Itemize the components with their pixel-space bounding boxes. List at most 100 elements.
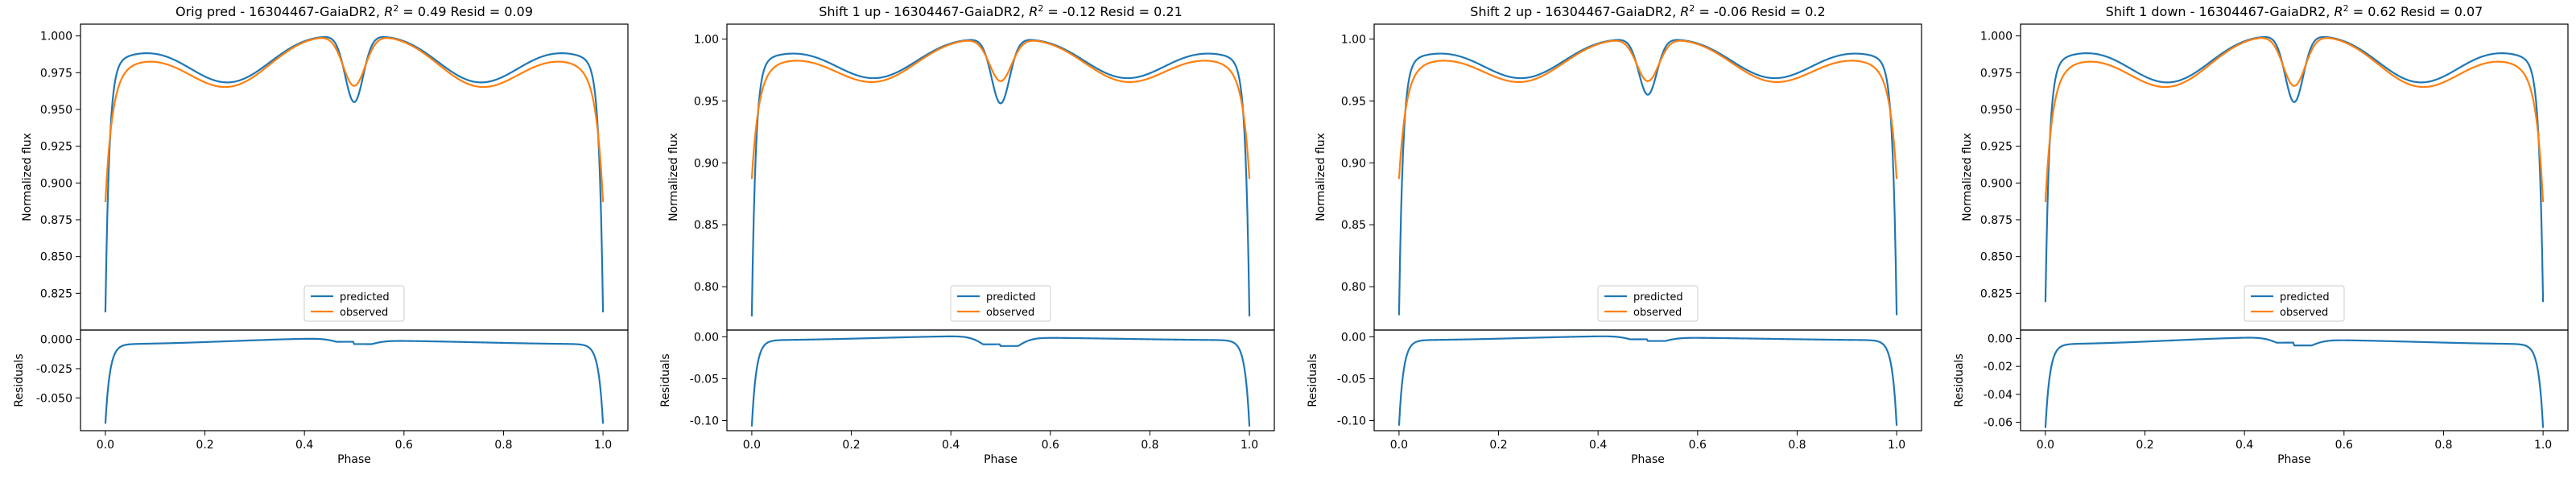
chart-panel-3: Shift 1 down - 16304467-GaiaDR2, R2 = 0.…	[1953, 3, 2569, 466]
title-r2-value: = -0.06 Resid = 0.2	[1695, 4, 1825, 19]
top-ytick-label: 0.850	[40, 251, 72, 264]
legend-label-observed: observed	[340, 307, 388, 319]
bottom-axes-frame	[1373, 329, 1922, 431]
bottom-ytick-label: -0.025	[36, 363, 72, 376]
xtick-label: 0.2	[842, 439, 860, 452]
xtick-label: 0.8	[494, 439, 512, 452]
legend-label-observed: observed	[986, 307, 1034, 319]
bottom-ylabel: Residuals	[13, 353, 26, 407]
xtick-label: 0.0	[97, 439, 114, 452]
xlabel: Phase	[1631, 453, 1665, 466]
bottom-ylabel: Residuals	[1953, 353, 1966, 407]
xtick-label: 1.0	[1241, 439, 1258, 452]
xtick-label: 1.0	[2534, 439, 2552, 452]
observed-line	[2044, 37, 2545, 203]
predicted-line	[1397, 39, 1898, 316]
xtick-label: 0.0	[1390, 439, 1408, 452]
bottom-ylabel: Residuals	[659, 353, 672, 407]
residual-line	[750, 335, 1251, 427]
top-ytick-label: 1.00	[1341, 33, 1366, 46]
chart-title: Shift 2 up - 16304467-GaiaDR2, R2 = -0.0…	[1470, 3, 1825, 19]
title-prefix: Shift 1 down - 16304467-GaiaDR2,	[2106, 4, 2334, 19]
bottom-ytick-label: -0.050	[36, 392, 72, 405]
top-ylabel: Normalized flux	[21, 133, 34, 221]
xtick-label: 1.0	[594, 439, 612, 452]
xtick-label: 0.6	[2335, 439, 2353, 452]
bottom-ytick-label: 0.00	[1341, 331, 1366, 344]
top-ytick-label: 0.95	[694, 95, 719, 108]
title-r2-symbol: R	[384, 4, 393, 19]
title-r2-value: = 0.62 Resid = 0.07	[2349, 4, 2483, 19]
xlabel: Phase	[337, 453, 371, 466]
top-ytick-label: 0.90	[694, 157, 719, 170]
chart-panel-0: Orig pred - 16304467-GaiaDR2, R2 = 0.49 …	[13, 3, 629, 466]
bottom-ytick-label: -0.10	[1337, 415, 1366, 428]
top-ytick-label: 0.925	[40, 141, 72, 154]
bottom-axes-frame	[2020, 329, 2569, 431]
top-ylabel: Normalized flux	[1315, 133, 1327, 221]
xtick-label: 0.4	[2235, 439, 2253, 452]
top-ytick-label: 0.900	[1980, 177, 2013, 190]
xtick-label: 0.2	[2136, 439, 2153, 452]
xtick-label: 0.6	[1042, 439, 1059, 452]
bottom-ytick-label: -0.04	[1984, 389, 2013, 402]
top-ytick-label: 0.975	[40, 67, 72, 80]
chart-panel-1: Shift 1 up - 16304467-GaiaDR2, R2 = -0.1…	[659, 3, 1275, 466]
title-r2-symbol: R	[2334, 4, 2343, 19]
title-r2-symbol: R	[1029, 4, 1038, 19]
legend-label-observed: observed	[1633, 307, 1682, 319]
observed-line	[1397, 39, 1898, 180]
top-ytick-label: 0.875	[1980, 214, 2013, 227]
top-ytick-label: 0.80	[1341, 281, 1366, 294]
xtick-label: 0.8	[1788, 439, 1806, 452]
title-r2-value: = -0.12 Resid = 0.21	[1043, 4, 1182, 19]
top-axes-frame	[2020, 23, 2569, 331]
top-ytick-label: 0.80	[694, 281, 719, 294]
bottom-ytick-label: 0.000	[40, 334, 72, 347]
bottom-ytick-label: -0.10	[690, 415, 719, 428]
top-ytick-label: 1.000	[1980, 31, 2013, 43]
xtick-label: 0.2	[1489, 439, 1507, 452]
xtick-label: 0.4	[942, 439, 960, 452]
top-ytick-label: 1.000	[40, 31, 72, 43]
xtick-label: 0.0	[743, 439, 761, 452]
bottom-ytick-label: -0.05	[1337, 373, 1366, 386]
residual-line	[1397, 335, 1898, 426]
bottom-ylabel: Residuals	[1307, 353, 1319, 407]
predicted-line	[750, 39, 1251, 317]
observed-line	[104, 37, 605, 203]
top-ytick-label: 0.925	[1980, 141, 2013, 154]
observed-line	[750, 39, 1251, 180]
predicted-line	[2044, 35, 2545, 303]
xtick-label: 0.4	[295, 439, 313, 452]
top-ytick-label: 0.850	[1980, 251, 2013, 264]
top-ylabel: Normalized flux	[667, 133, 680, 221]
xtick-label: 0.2	[196, 439, 213, 452]
residual-line	[104, 337, 605, 424]
legend-label-predicted: predicted	[986, 291, 1036, 303]
xlabel: Phase	[2277, 453, 2311, 466]
title-prefix: Shift 1 up - 16304467-GaiaDR2,	[819, 4, 1029, 19]
top-axes-frame	[80, 23, 629, 331]
legend-label-predicted: predicted	[2280, 291, 2330, 303]
top-ytick-label: 0.950	[40, 104, 72, 117]
bottom-axes-frame	[80, 329, 629, 431]
title-r2-exponent: 2	[1038, 3, 1043, 14]
top-ytick-label: 0.900	[40, 177, 72, 190]
bottom-ytick-label: -0.02	[1984, 361, 2013, 374]
title-r2-exponent: 2	[393, 3, 398, 14]
bottom-ytick-label: 0.00	[1988, 332, 2013, 345]
top-ytick-label: 0.95	[1341, 95, 1366, 108]
residual-line	[2044, 336, 2545, 428]
xtick-label: 0.0	[2037, 439, 2054, 452]
title-r2-symbol: R	[1680, 4, 1689, 19]
top-ylabel: Normalized flux	[1961, 133, 1974, 221]
bottom-ytick-label: 0.00	[694, 331, 719, 344]
top-ytick-label: 0.975	[1980, 67, 2013, 80]
title-prefix: Shift 2 up - 16304467-GaiaDR2,	[1470, 4, 1680, 19]
top-ytick-label: 0.825	[1980, 287, 2013, 300]
xtick-label: 0.4	[1589, 439, 1607, 452]
chart-title: Orig pred - 16304467-GaiaDR2, R2 = 0.49 …	[175, 3, 533, 19]
chart-panel-2: Shift 2 up - 16304467-GaiaDR2, R2 = -0.0…	[1307, 3, 1922, 466]
